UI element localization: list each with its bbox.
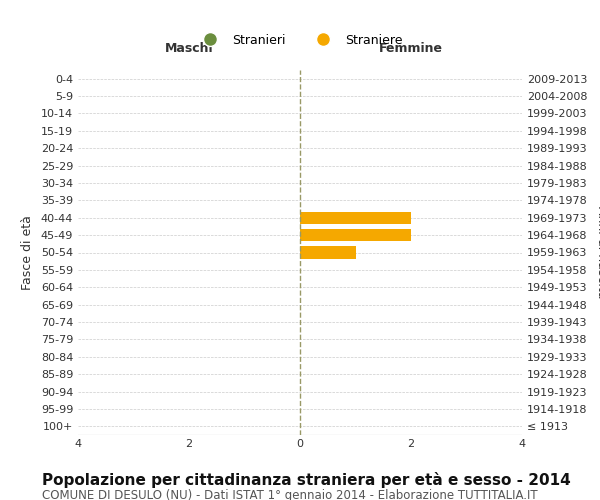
Text: COMUNE DI DESULO (NU) - Dati ISTAT 1° gennaio 2014 - Elaborazione TUTTITALIA.IT: COMUNE DI DESULO (NU) - Dati ISTAT 1° ge… xyxy=(42,489,538,500)
Y-axis label: Anni di nascita: Anni di nascita xyxy=(595,206,600,298)
Text: Femmine: Femmine xyxy=(379,42,443,56)
Text: Popolazione per cittadinanza straniera per età e sesso - 2014: Popolazione per cittadinanza straniera p… xyxy=(42,472,571,488)
Bar xyxy=(300,212,411,224)
Bar xyxy=(300,246,355,258)
Text: Maschi: Maschi xyxy=(164,42,214,56)
Y-axis label: Fasce di età: Fasce di età xyxy=(21,215,34,290)
Legend: Stranieri, Straniere: Stranieri, Straniere xyxy=(192,29,408,52)
Bar xyxy=(300,229,411,241)
